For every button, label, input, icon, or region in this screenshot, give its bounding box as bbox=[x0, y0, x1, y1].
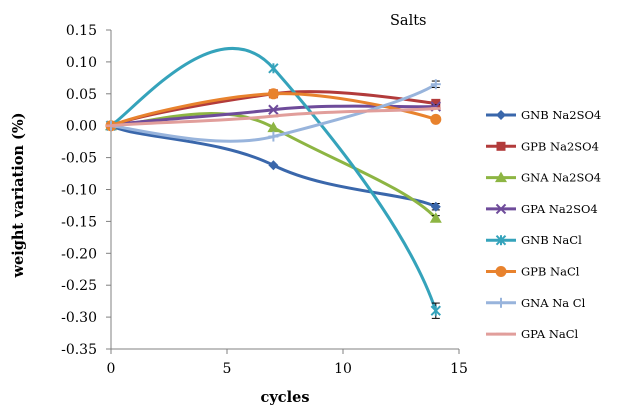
x-tick-label: 5 bbox=[223, 361, 232, 377]
legend-marker bbox=[496, 110, 506, 120]
x-tick-label: 15 bbox=[450, 361, 468, 377]
series-layer bbox=[105, 47, 442, 319]
y-tick-label: 0.05 bbox=[66, 87, 97, 103]
legend-label: GPA Na2SO4 bbox=[521, 202, 598, 216]
legend: GNB Na2SO4 GPB Na2SO4 GNA Na2SO4 GPA Na2SO4… bbox=[486, 108, 601, 341]
series-8 bbox=[106, 106, 441, 128]
x-axis-title: cycles bbox=[261, 389, 310, 406]
legend-label: GNA Na2SO4 bbox=[521, 171, 601, 185]
legend-marker bbox=[495, 266, 507, 277]
y-tick-label: -0.25 bbox=[61, 278, 97, 294]
data-point bbox=[268, 160, 279, 171]
y-tick-label: -0.05 bbox=[61, 151, 97, 167]
y-tick-label: -0.35 bbox=[61, 342, 97, 358]
legend-marker bbox=[495, 171, 507, 183]
legend-item: GPB NaCl bbox=[486, 265, 580, 279]
legend-label: GNA Na Cl bbox=[521, 296, 586, 310]
data-point bbox=[268, 104, 279, 115]
legend-item: GPA Na2SO4 bbox=[486, 202, 598, 216]
series-line bbox=[109, 47, 438, 313]
legend-item: GPA NaCl bbox=[486, 327, 579, 341]
legend-label: GNB Na2SO4 bbox=[521, 108, 601, 122]
legend-marker bbox=[496, 297, 506, 308]
y-tick-label: 0.00 bbox=[66, 119, 97, 135]
legend-label: GNB NaCl bbox=[521, 233, 582, 247]
legend-marker bbox=[496, 141, 506, 151]
data-point bbox=[430, 79, 441, 90]
salts-annotation: Salts bbox=[390, 13, 426, 29]
legend-item: GNA Na Cl bbox=[486, 296, 586, 310]
y-tick-label: -0.15 bbox=[61, 214, 97, 230]
legend-item: GPB Na2SO4 bbox=[486, 139, 599, 153]
data-point bbox=[429, 212, 442, 223]
data-point bbox=[430, 113, 442, 125]
legend-label: GPB NaCl bbox=[521, 265, 580, 279]
y-tick-label: 0.10 bbox=[66, 55, 97, 71]
legend-marker bbox=[495, 234, 507, 246]
y-tick-label: 0.15 bbox=[66, 23, 97, 39]
legend-marker bbox=[495, 203, 507, 215]
marker-stroke bbox=[495, 203, 507, 215]
data-point bbox=[431, 98, 441, 108]
x-tick-label: 10 bbox=[334, 361, 352, 377]
data-point bbox=[268, 63, 279, 74]
legend-item: GNB NaCl bbox=[486, 233, 582, 247]
data-point bbox=[268, 131, 279, 142]
legend-label: GPA NaCl bbox=[521, 327, 579, 341]
legend-item: GNA Na2SO4 bbox=[486, 171, 601, 185]
marker-stroke bbox=[268, 104, 279, 115]
data-point bbox=[267, 121, 280, 133]
y-axis-title: weight variation (%) bbox=[10, 113, 27, 279]
legend-label: GPB Na2SO4 bbox=[521, 139, 599, 153]
axes: 0.15 0.10 0.05 0.00 -0.05 -0.10 -0.15 -0.20 -0.2… bbox=[61, 23, 468, 377]
data-point bbox=[430, 201, 441, 212]
x-tick-label: 0 bbox=[107, 361, 116, 377]
y-tick-label: -0.10 bbox=[61, 183, 97, 199]
legend-item: GNB Na2SO4 bbox=[486, 108, 601, 122]
data-point bbox=[267, 88, 279, 100]
y-tick-label: -0.20 bbox=[61, 246, 97, 262]
data-point bbox=[430, 305, 442, 316]
y-tick-label: -0.30 bbox=[61, 310, 97, 326]
